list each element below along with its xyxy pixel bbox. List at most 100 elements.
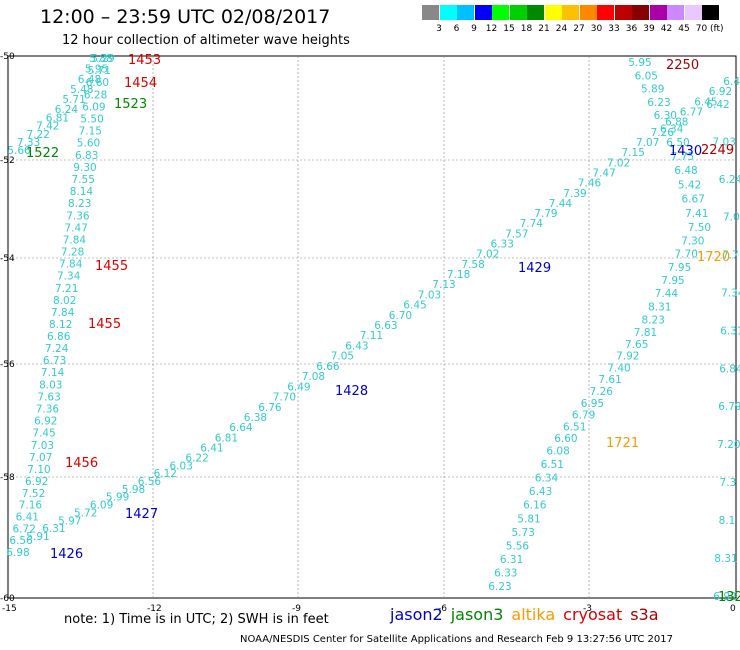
color-scale-label: 24 [555,24,568,34]
legend-jason3: jason3 [450,605,504,624]
legend-jason2: jason2 [390,605,443,624]
pass-time-label: 1720 [697,250,730,265]
color-scale-label: 30 [590,24,603,34]
wave-height-value: 6.98 [6,547,29,559]
legend-cryosat: cryosat [563,605,623,624]
wave-height-value: 6.31 [500,554,523,566]
color-swatch [614,5,632,20]
wave-height-value: 7.55 [72,174,95,186]
wave-height-value: 7.05 [331,351,354,363]
wave-height-value: 7.57 [505,228,528,240]
page-subtitle: 12 hour collection of altimeter wave hei… [62,33,350,48]
legend-altika: altika [511,605,556,624]
wave-height-value: 6.60 [86,77,109,89]
wave-height-value: 7.21 [55,283,78,295]
wave-height-value: 6.86 [47,331,71,343]
wave-height-value: 8.02 [53,295,76,307]
x-tick-label: -15 [2,604,17,614]
color-swatch [457,5,474,20]
wave-height-value: 5.66 [7,145,31,157]
wave-height-value: 7.13 [432,279,455,291]
wave-height-value: 6.05 [635,70,658,82]
wave-height-value: 6.56 [9,535,33,547]
wave-height-value: 8.14 [70,186,94,198]
wave-height-value: 6.34 [660,124,684,136]
color-scale-label: 12 [485,24,498,34]
wave-height-value: 6.79 [572,410,595,422]
wave-height-value: 6.50 [666,137,689,149]
wave-height-value: 6.33 [491,239,514,251]
wave-height-value: 6.81 [215,432,238,444]
wave-height-value: 6.12 [154,468,177,480]
wave-height-value: 6.44 [723,76,740,88]
color-swatch [544,5,562,20]
x-tick-label: 0 [730,604,736,614]
y-tick-label: -52 [0,156,15,166]
wave-height-value: 7.70 [675,249,698,261]
wave-height-value: 6.31 [42,523,65,535]
color-scale-label: 42 [660,24,673,34]
wave-height-value: 7.02 [607,157,630,169]
wave-height-value: 6.48 [78,74,101,86]
color-swatch [632,5,649,20]
wave-height-value: 6.28 [84,89,107,101]
wave-height-value: 8.23 [642,315,665,327]
wave-height-value: 8.12 [49,319,72,331]
wave-height-value: 6.88 [665,117,688,129]
wave-height-value: 7.10 [27,464,50,476]
wave-height-value: 6.84 [719,363,740,375]
wave-height-value: 7.14 [41,367,65,379]
wave-height-value: 6.43 [529,486,552,498]
color-scale-unit: (ft) [710,24,724,34]
wave-height-value: 7.28 [61,247,84,259]
y-tick-label: -56 [0,360,15,370]
wave-height-value: 6.83 [75,150,98,162]
wave-height-value: 7.50 [688,222,711,234]
color-swatch [439,5,457,20]
wave-height-value: 7.07 [636,137,659,149]
wave-height-value: 7.42 [36,121,59,133]
wave-height-value: 8.03 [39,379,62,391]
wave-height-value: 6.16 [523,500,547,512]
wave-height-value: 7.63 [37,391,60,403]
wave-height-value: 7.04 [723,212,740,224]
wave-height-value: 6.24 [719,174,740,186]
wave-height-value: 7.15 [79,126,102,138]
wave-height-value: 7.33 [17,137,40,149]
wave-height-value: 6.42 [706,99,729,111]
wave-height-value: 7.15 [622,147,645,159]
wave-height-value: 7.18 [447,269,470,281]
wave-height-value: 9.30 [73,162,96,174]
wave-height-value: 6.60 [554,433,577,445]
pass-time-label: 2249 [701,143,734,158]
wave-height-value: 6.45 [403,300,426,312]
wave-height-value: 6.77 [680,107,703,119]
wave-height-value: 6.09 [82,101,105,113]
pass-time-label: 1429 [518,261,551,276]
wave-height-value: 7.84 [59,259,83,271]
pass-time-label: 1721 [606,436,639,451]
pass-time-label: 1430 [669,144,702,159]
wave-height-value: 6.34 [535,473,559,485]
wave-height-value: 6.79 [718,401,740,413]
wave-height-value: 6.92 [713,591,736,603]
wave-height-value: 6.92 [34,416,57,428]
wave-height-value: 5.95 [628,57,651,69]
wave-height-value: 6.67 [682,194,705,206]
wave-height-value: 7.44 [549,198,573,210]
pass-time-label: 1453 [128,53,161,68]
wave-height-value: 7.84 [63,235,87,247]
wave-height-value: 7.45 [32,428,55,440]
wave-height-value: 7.41 [685,208,708,220]
wave-height-value: 6.38 [244,412,267,424]
color-scale-label: 6 [453,24,460,34]
wave-height-value: 5.71 [88,65,111,77]
wave-height-value: 8.31 [714,553,737,565]
map-frame [7,55,737,599]
wave-height-value: 7.84 [51,307,75,319]
color-swatch [474,5,492,20]
wave-height-value: 5.98 [122,484,145,496]
wave-height-value: 7.08 [302,371,325,383]
wave-height-value: 5.89 [641,84,664,96]
wave-height-value: 7.11 [360,330,383,342]
